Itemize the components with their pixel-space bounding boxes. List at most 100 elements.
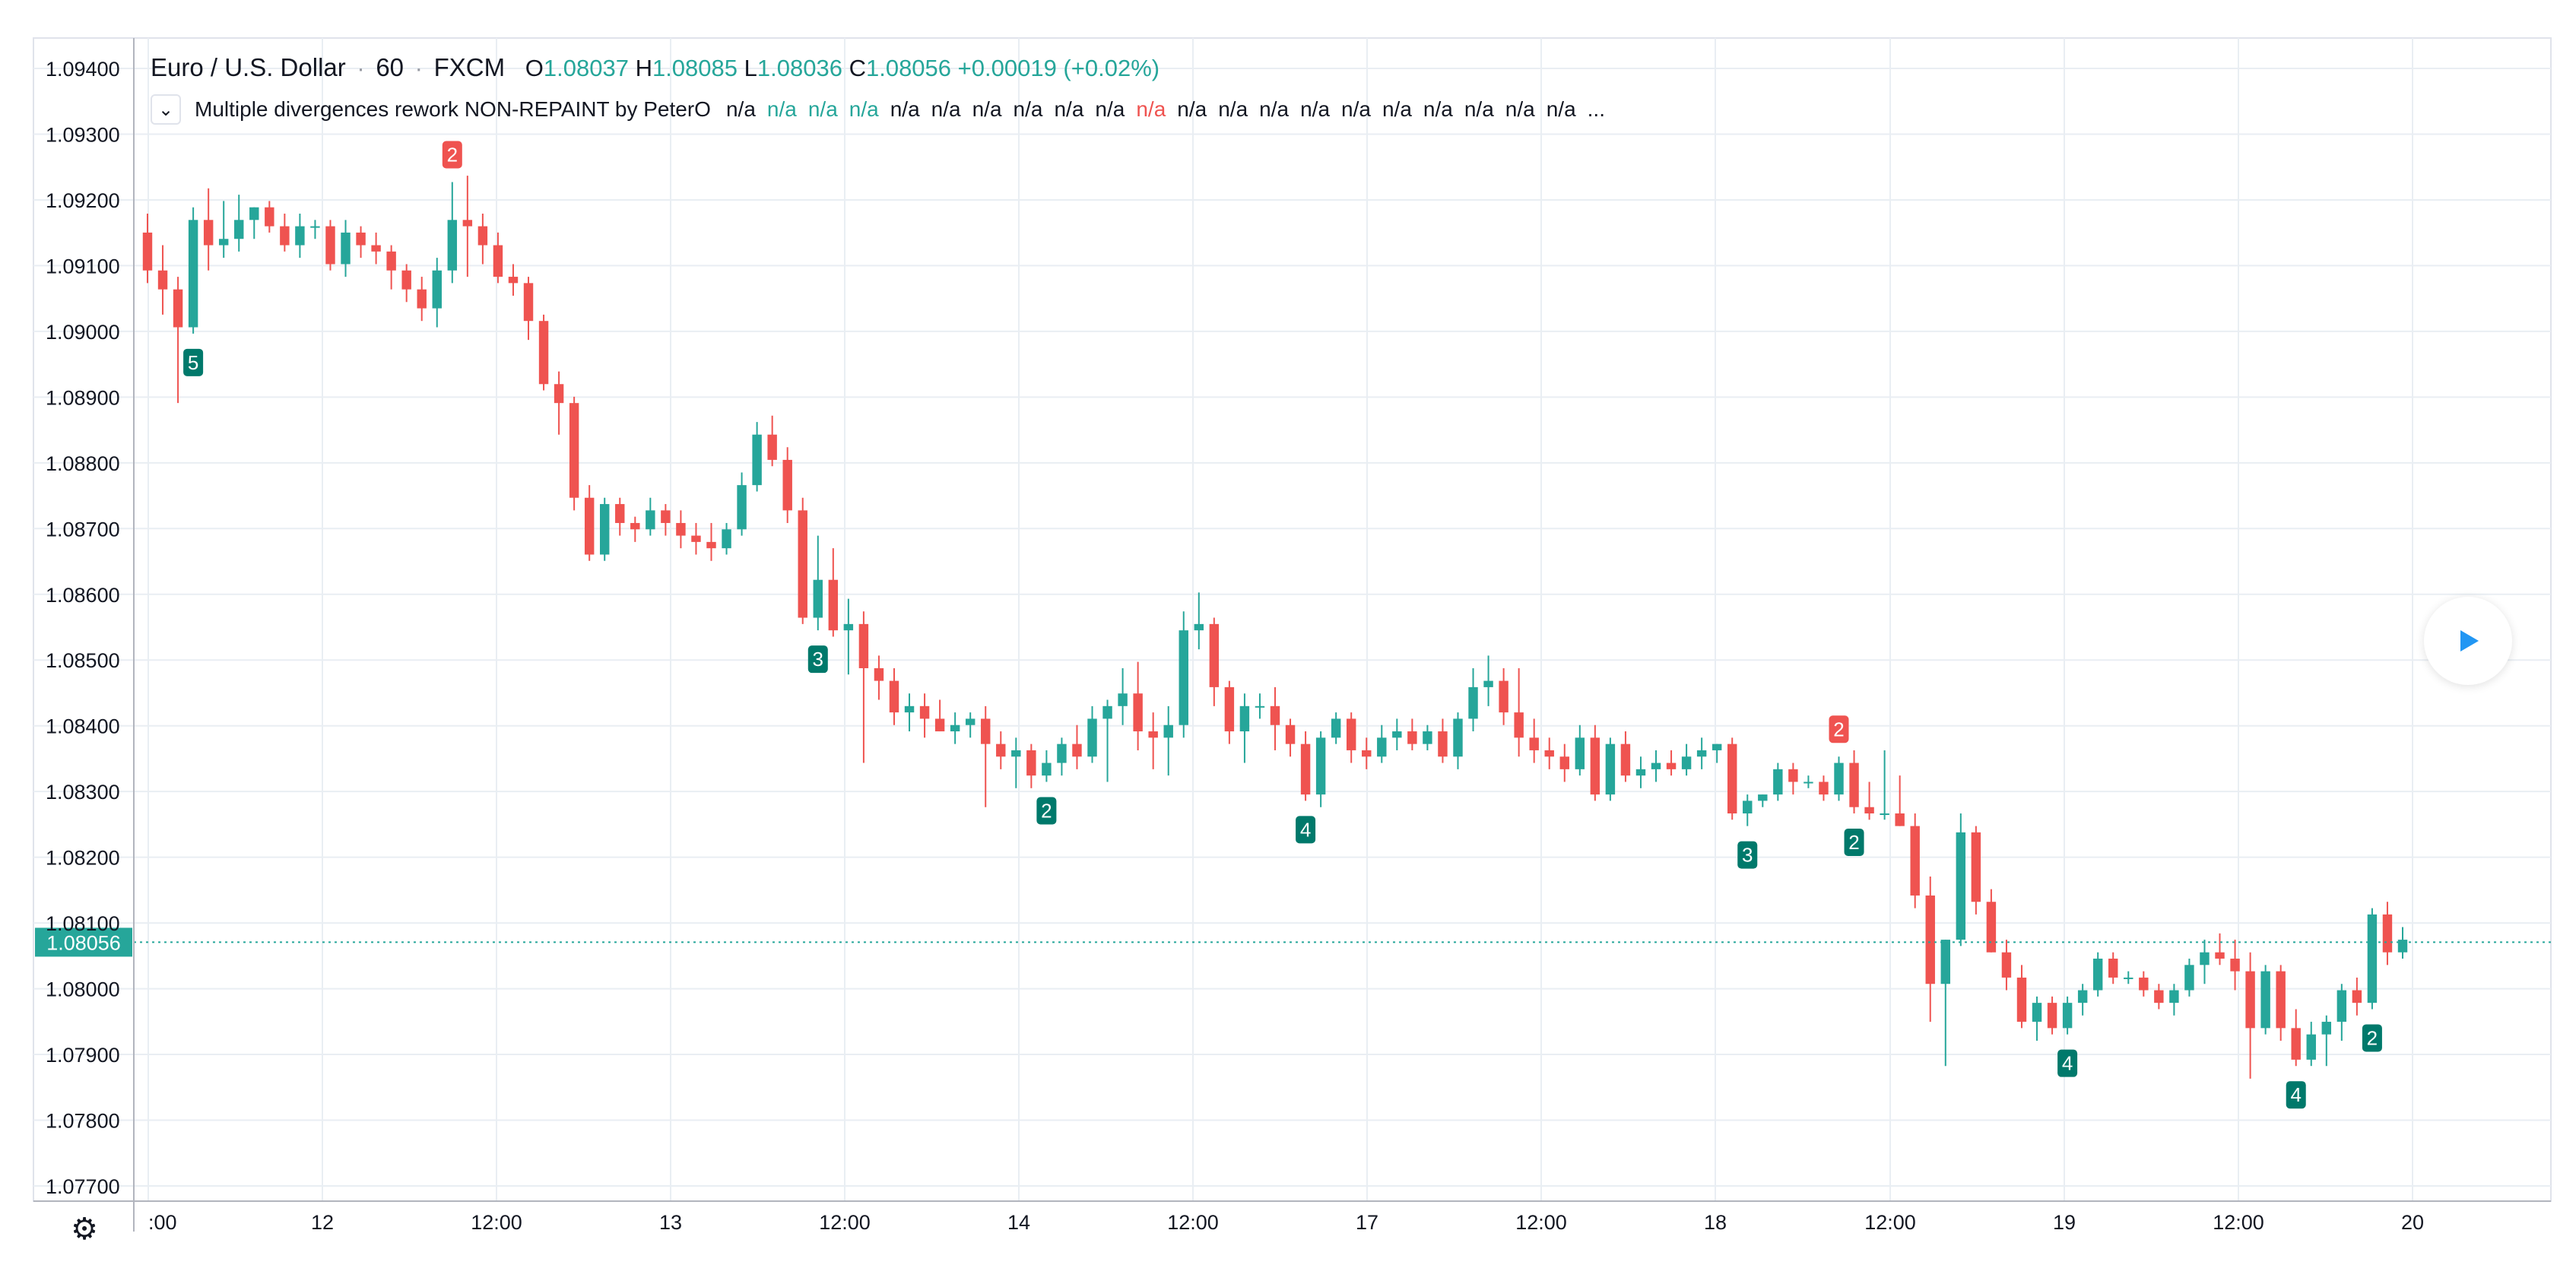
- candle-body: [2092, 959, 2103, 991]
- candle-body: [371, 245, 381, 252]
- y-tick-label: 1.08400: [46, 715, 120, 738]
- candle-body: [1956, 832, 1966, 940]
- indicator-value: n/a: [1095, 97, 1125, 121]
- play-icon[interactable]: [2424, 597, 2512, 685]
- indicator-value: n/a: [931, 97, 961, 121]
- candle-body: [2367, 914, 2378, 1003]
- candle-body: [2397, 940, 2408, 953]
- candle-body: [2230, 959, 2240, 972]
- indicator-value: n/a: [1505, 97, 1535, 121]
- symbol-interval[interactable]: 60: [376, 53, 404, 81]
- change-value: +0.00019 (+0.02%): [957, 55, 1160, 81]
- candle-body: [630, 522, 640, 530]
- candle-body: [2016, 977, 2027, 1022]
- candle-body: [858, 623, 869, 668]
- candle-body: [798, 510, 807, 618]
- y-tick-label: 1.08100: [46, 912, 120, 935]
- candle-body: [934, 718, 945, 732]
- candle-body: [1727, 743, 1737, 813]
- candle-body: [1544, 750, 1554, 757]
- candle-body: [1026, 750, 1036, 776]
- candle-body: [2336, 990, 2347, 1022]
- indicator-legend: ⌄ Multiple divergences rework NON-REPAIN…: [151, 94, 1605, 125]
- candle-body: [843, 623, 854, 631]
- indicator-name[interactable]: Multiple divergences rework NON-REPAINT …: [195, 97, 711, 121]
- candle-body: [2154, 990, 2164, 1003]
- candle-body: [2062, 1003, 2073, 1029]
- candle-body: [2047, 1003, 2057, 1029]
- candle-body: [1758, 794, 1768, 801]
- candle-body: [1773, 769, 1783, 795]
- candle-body: [188, 220, 198, 328]
- y-tick-label: 1.07700: [46, 1175, 120, 1198]
- candle-body: [1194, 623, 1204, 631]
- candle-body: [523, 283, 534, 322]
- candle-body: [401, 270, 411, 290]
- chart-axes: 1.09400 1.09300 1.09200 1.09100 1.09000 1.089…: [33, 38, 2551, 1234]
- candle-body: [782, 459, 792, 511]
- chevron-down-icon[interactable]: ⌄: [151, 94, 181, 125]
- y-tick-label: 1.08700: [46, 518, 120, 541]
- signal-badge: [2057, 1049, 2078, 1077]
- y-tick-label: 1.09300: [46, 123, 120, 146]
- candle-body: [1880, 813, 1889, 815]
- ohlc-values: O1.08037 H1.08085 L1.08036 C1.08056 +0.0…: [525, 55, 1160, 81]
- y-tick-label: 1.08300: [46, 781, 120, 804]
- candle-body: [2184, 965, 2194, 991]
- candle-body: [676, 522, 686, 536]
- candle-body: [1620, 743, 1631, 776]
- candle-body: [173, 289, 183, 328]
- candle-body: [2215, 952, 2225, 959]
- indicator-value: n/a: [1464, 97, 1494, 121]
- candle-body: [1681, 756, 1692, 769]
- signal-label: 4: [1300, 818, 1311, 841]
- candle-body: [447, 220, 458, 271]
- x-tick-label: 12: [311, 1211, 334, 1234]
- candle-body: [722, 529, 731, 549]
- candle-body: [2032, 1003, 2042, 1022]
- candle-body: [1712, 743, 1722, 750]
- candle-body: [2321, 1022, 2332, 1035]
- divergence-signals: 5 2 3 2 4 3 2 2 4 4 2: [183, 141, 2382, 1109]
- y-tick-label: 1.09400: [46, 58, 120, 81]
- candle-body: [889, 680, 899, 713]
- indicator-value: n/a: [1136, 97, 1166, 121]
- candle-body: [477, 226, 488, 246]
- indicator-value: n/a: [1382, 97, 1412, 121]
- candle-body: [1514, 712, 1524, 738]
- candle-body: [203, 220, 214, 246]
- indicator-value: n/a: [1300, 97, 1331, 121]
- candle-body: [1834, 762, 1844, 795]
- signal-badge: [1844, 829, 1864, 856]
- candle-body: [1696, 750, 1707, 757]
- x-tick-label: 19: [2053, 1211, 2076, 1234]
- candle-body: [1239, 705, 1250, 732]
- candle-body: [2169, 990, 2179, 1003]
- candle-body: [1392, 731, 1402, 738]
- collapse-glyph: ⌄: [157, 99, 174, 120]
- candle-body: [356, 232, 366, 246]
- candle-body: [2077, 990, 2088, 1003]
- candle-body: [706, 541, 716, 549]
- candle-body: [661, 510, 671, 523]
- indicator-value: n/a: [849, 97, 879, 121]
- candle-body: [1209, 623, 1220, 687]
- symbol-name[interactable]: Euro / U.S. Dollar: [151, 53, 346, 81]
- y-tick-label: 1.09100: [46, 255, 120, 277]
- candle-body: [280, 226, 290, 246]
- indicator-value: n/a: [1546, 97, 1576, 121]
- candle-body: [2306, 1034, 2316, 1060]
- candle-body: [1148, 731, 1158, 738]
- candle-body: [386, 251, 396, 271]
- candle-body: [2276, 971, 2286, 1029]
- y-tick-label: 1.08900: [46, 386, 120, 409]
- candle-body: [218, 239, 229, 246]
- candle-body: [1042, 762, 1052, 776]
- candle-body: [295, 226, 305, 246]
- gear-icon[interactable]: ⚙: [65, 1210, 103, 1248]
- y-tick-label: 1.08600: [46, 584, 120, 607]
- candle-body: [1483, 680, 1493, 687]
- low-label: L: [744, 55, 757, 81]
- x-tick-label: 20: [2401, 1211, 2424, 1234]
